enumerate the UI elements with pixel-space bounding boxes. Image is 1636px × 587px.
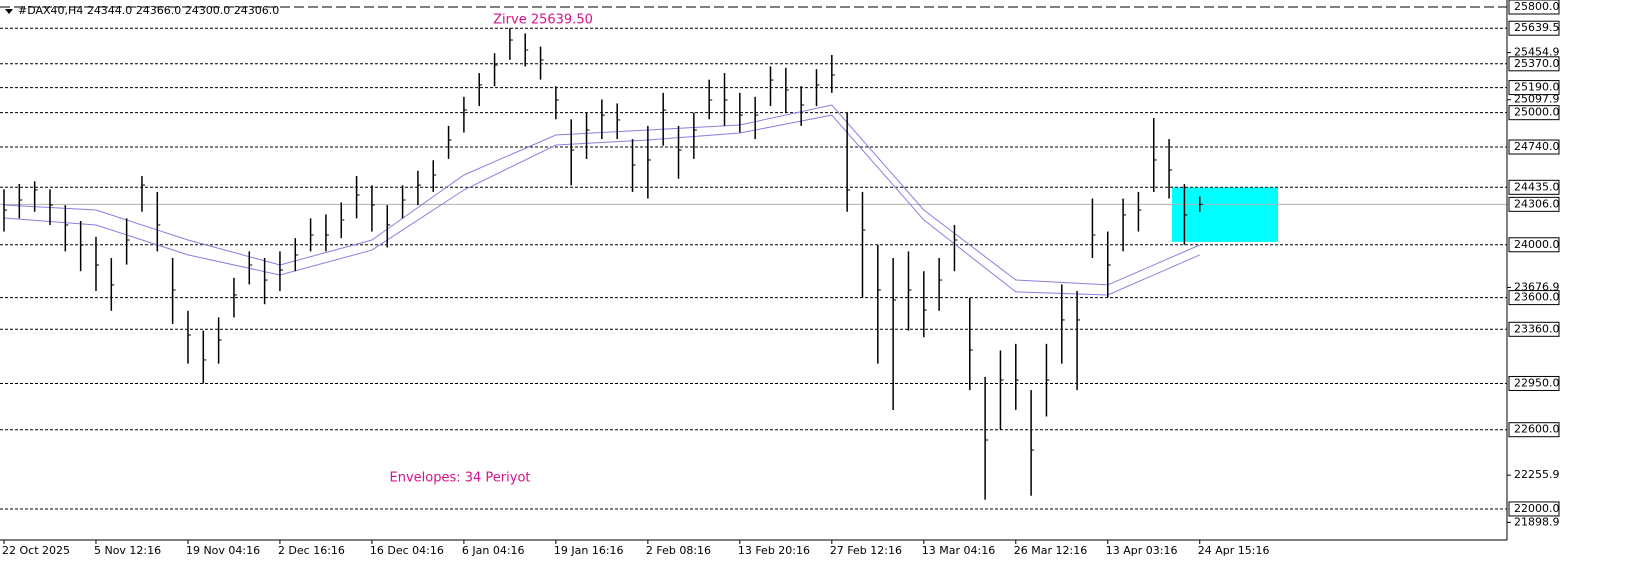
level-label-box: [1508, 56, 1560, 72]
level-label-box: [1508, 375, 1560, 391]
peak-annotation: Zirve 25639.50: [493, 13, 593, 28]
level-label-box: [1508, 321, 1560, 337]
level-label: 25190.0: [1514, 81, 1560, 94]
level-label-box: [1508, 290, 1560, 306]
x-tick-label: 19 Jan 16:16: [554, 544, 624, 557]
level-label-box: [1508, 501, 1560, 517]
symbol-header: #DAX40,H4 24344.0 24366.0 24300.0 24306.…: [18, 4, 279, 17]
x-tick-label: 5 Nov 12:16: [94, 544, 161, 557]
level-label: 24740.0: [1514, 140, 1560, 153]
x-tick-label: 22 Oct 2025: [2, 544, 70, 557]
level-label-box: [1508, 237, 1560, 253]
level-label-box: [1508, 80, 1560, 96]
price-label: 24306.0: [1514, 197, 1560, 210]
level-label-box: [1508, 179, 1560, 195]
x-tick-label: 19 Nov 04:16: [186, 544, 260, 557]
y-tick-label: 25097.9: [1514, 93, 1560, 106]
level-label: 24435.0: [1514, 180, 1560, 193]
x-tick-label: 26 Mar 12:16: [1014, 544, 1087, 557]
x-tick-label: 24 Apr 15:16: [1198, 544, 1270, 557]
level-label: 23600.0: [1514, 291, 1560, 304]
x-tick-label: 27 Feb 12:16: [830, 544, 902, 557]
level-label: 25800.0: [1514, 0, 1560, 13]
level-label-box: [1508, 0, 1560, 15]
level-label: 24000.0: [1514, 238, 1560, 251]
level-label-box: [1508, 139, 1560, 155]
x-tick-label: 13 Mar 04:16: [922, 544, 995, 557]
price-label-box: [1508, 196, 1560, 212]
level-label-box: [1508, 105, 1560, 121]
envelope-lower: [3, 114, 1200, 296]
x-tick-label: 6 Jan 04:16: [462, 544, 525, 557]
x-tick-label: 13 Feb 20:16: [738, 544, 810, 557]
indicator-annotation: Envelopes: 34 Periyot: [390, 471, 531, 486]
level-label: 22600.0: [1514, 423, 1560, 436]
level-label: 22000.0: [1514, 502, 1560, 515]
x-tick-label: 2 Feb 08:16: [646, 544, 711, 557]
y-tick-label: 22255.9: [1514, 468, 1560, 481]
level-label: 25000.0: [1514, 106, 1560, 119]
level-label: 25370.0: [1514, 57, 1560, 70]
x-tick-label: 2 Dec 16:16: [278, 544, 345, 557]
x-tick-label: 16 Dec 04:16: [370, 544, 444, 557]
level-label-box: [1508, 20, 1560, 36]
level-label-box: [1508, 422, 1560, 438]
level-label: 25639.5: [1514, 21, 1560, 34]
y-tick-label: 21898.9: [1514, 515, 1560, 528]
x-tick-label: 13 Apr 03:16: [1106, 544, 1178, 557]
level-label: 22950.0: [1514, 376, 1560, 389]
level-label: 23360.0: [1514, 322, 1560, 335]
y-tick-label: 25454.9: [1514, 46, 1560, 59]
menu-arrow[interactable]: [5, 9, 13, 14]
zone: [1172, 187, 1278, 242]
